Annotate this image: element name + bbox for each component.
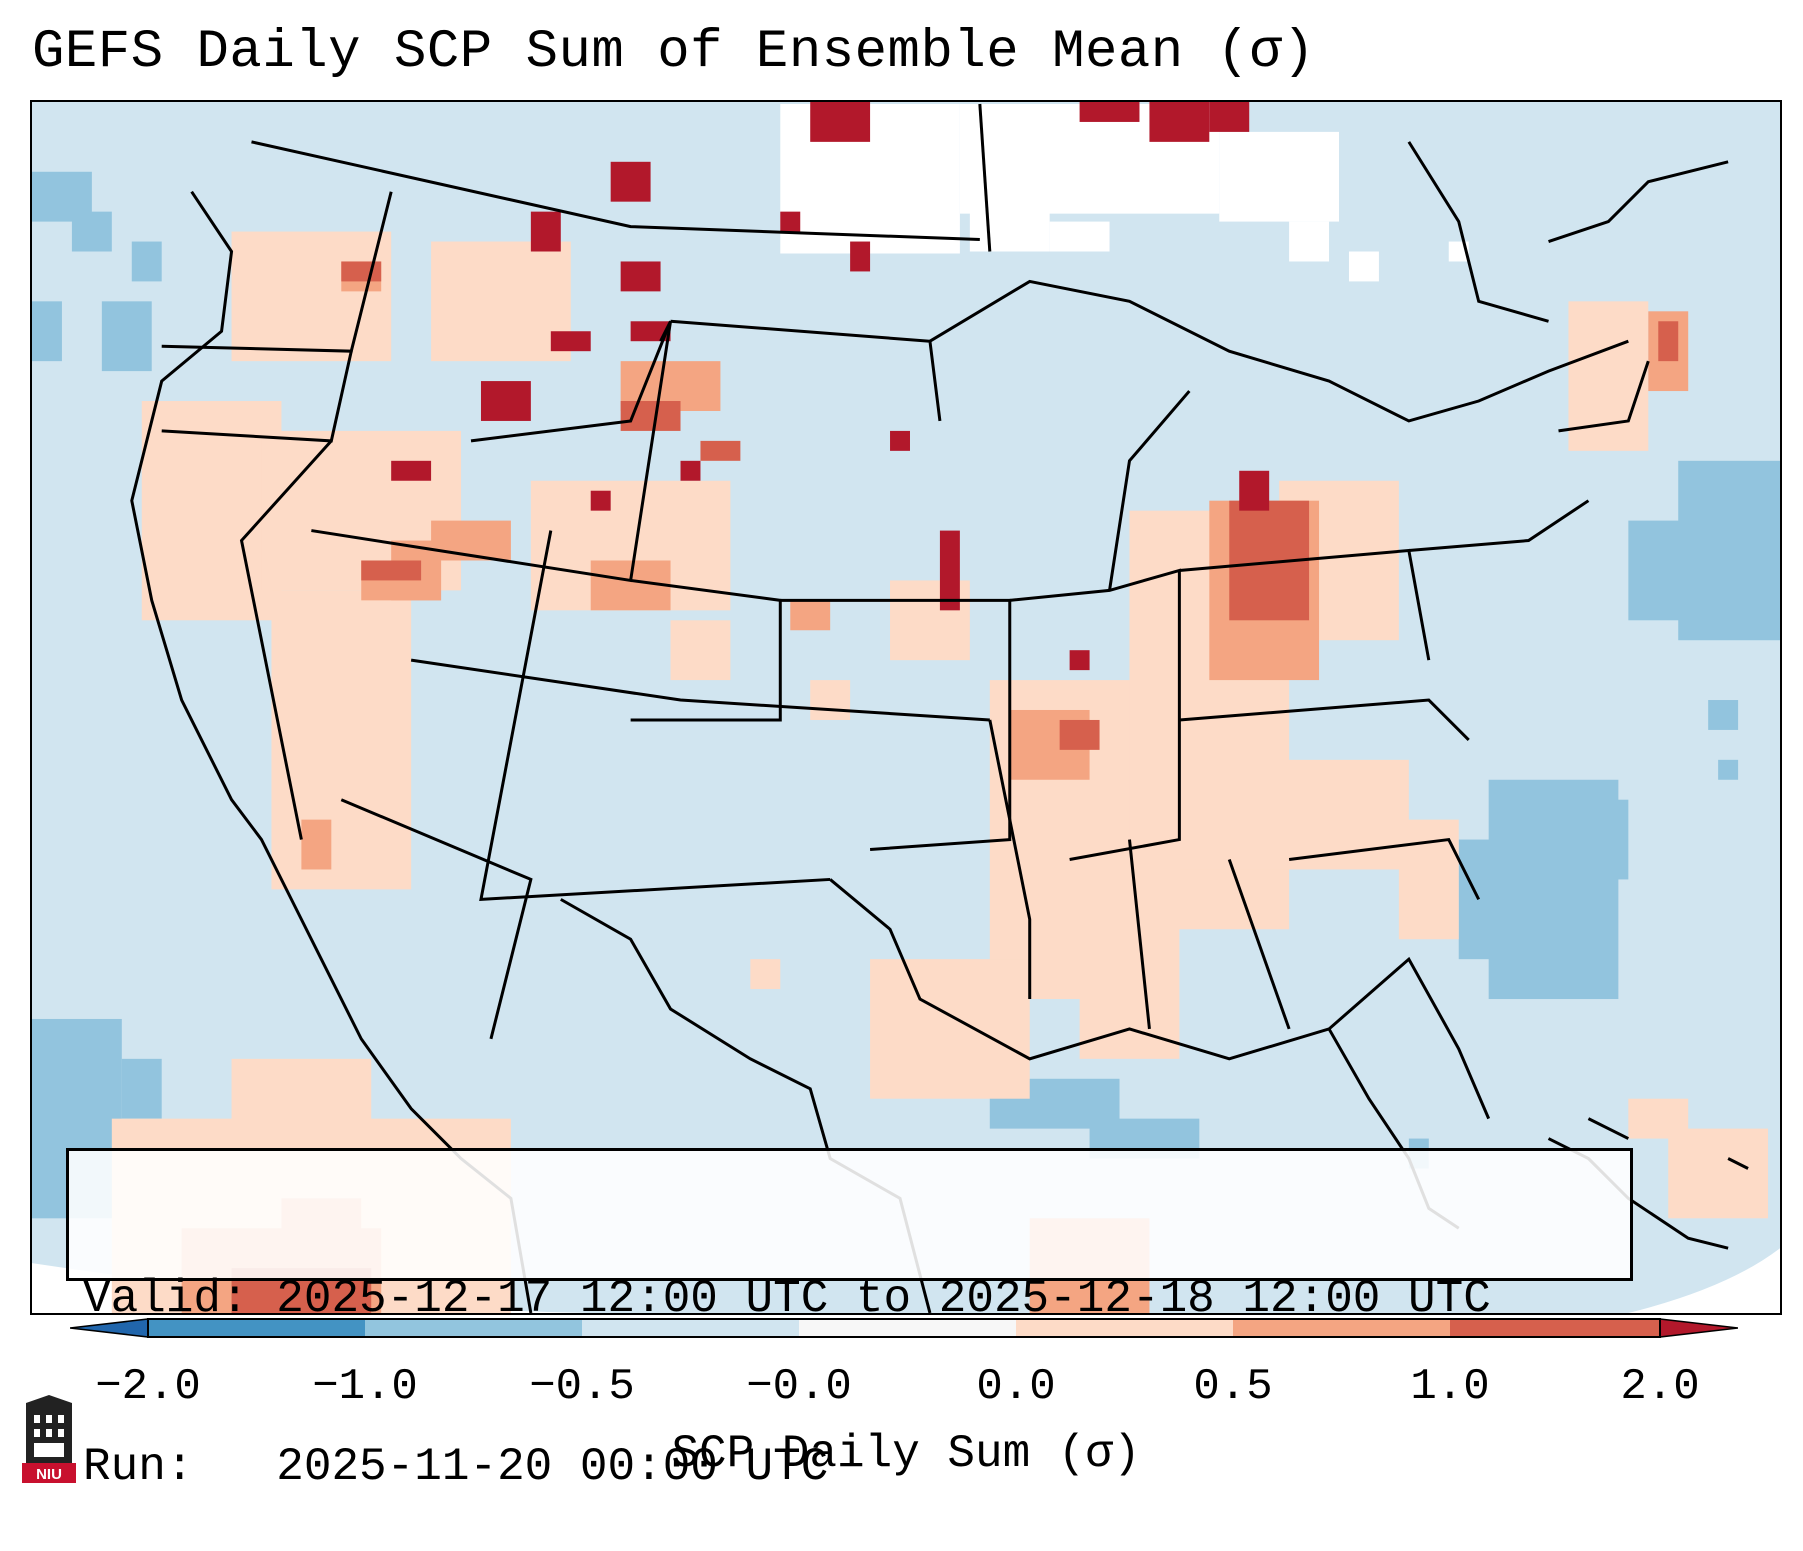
colorbar-min-extend xyxy=(70,1318,149,1338)
colorbar-label: SCP Daily Sum (σ) xyxy=(671,1428,1141,1480)
map-edge-right xyxy=(1628,1248,1780,1313)
colorbar-bin-3 xyxy=(582,1319,799,1337)
extreme-positive-field xyxy=(391,102,1270,671)
page-title: GEFS Daily SCP Sum of Ensemble Mean (σ) xyxy=(32,22,1316,83)
colorbar xyxy=(70,1318,1738,1338)
valid-time-text: Valid: 2025-12-17 12:00 UTC to 2025-12-1… xyxy=(83,1273,1491,1325)
colorbar-bin-2 xyxy=(365,1319,582,1337)
logo-text: NIU xyxy=(36,1466,62,1483)
colorbar-tick: 0.5 xyxy=(1193,1362,1273,1412)
neutral-field xyxy=(780,103,1469,282)
colorbar-bin-1 xyxy=(148,1319,365,1337)
scp-map xyxy=(32,102,1780,1313)
run-time-text: Run: 2025-11-20 00:00 UTC xyxy=(83,1441,829,1493)
colorbar-tick: −1.0 xyxy=(312,1362,418,1412)
logo-text-plate xyxy=(22,1463,76,1483)
colorbar-outline xyxy=(147,1318,1661,1338)
university-tower-icon: NIU xyxy=(22,1395,76,1483)
colorbar-tick: −2.0 xyxy=(95,1362,201,1412)
colorbar-max-extend xyxy=(1659,1318,1738,1338)
colorbar-bin-5 xyxy=(1016,1319,1233,1337)
colorbar-bin-4 xyxy=(799,1319,1016,1337)
colorbar-bin-6 xyxy=(1233,1319,1450,1337)
colorbar-tick: 1.0 xyxy=(1410,1362,1490,1412)
map-panel xyxy=(30,100,1782,1315)
colorbar-tick: 2.0 xyxy=(1620,1362,1700,1412)
colorbar-tick: −0.5 xyxy=(529,1362,635,1412)
colorbar-tick: 0.0 xyxy=(976,1362,1056,1412)
colorbar-bin-7 xyxy=(1450,1319,1660,1337)
colorbar-tick: −0.0 xyxy=(746,1362,852,1412)
state-boundaries xyxy=(130,103,1729,1313)
valid-run-info-box: Valid: 2025-12-17 12:00 UTC to 2025-12-1… xyxy=(66,1148,1633,1493)
